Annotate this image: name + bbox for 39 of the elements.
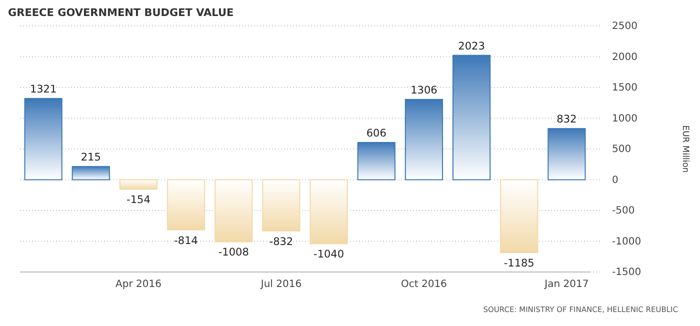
y-tick-label: 1500 (612, 82, 638, 94)
y-tick-label: -1500 (612, 267, 642, 278)
x-tick-label: Apr 2016 (116, 279, 162, 290)
y-tick-label: 0 (612, 174, 618, 186)
data-label: 1306 (410, 84, 438, 96)
data-label: -1008 (218, 246, 249, 259)
y-tick-label: -500 (612, 206, 635, 217)
data-label: 2023 (458, 40, 485, 52)
data-label: 606 (366, 127, 387, 140)
bar (166, 179, 206, 230)
data-label: -1185 (504, 258, 534, 270)
bar (357, 142, 396, 180)
bar (548, 128, 586, 180)
x-tick-label: Oct 2016 (400, 279, 447, 290)
bar (119, 179, 158, 190)
y-axis-title: EUR Million (680, 125, 690, 173)
chart-title: GREECE GOVERNMENT BUDGET VALUE (8, 7, 234, 19)
data-label: -154 (126, 194, 151, 206)
x-tick-label: Jan 2017 (544, 279, 589, 290)
bar (500, 179, 538, 254)
bar (24, 98, 62, 180)
data-label: 832 (556, 114, 577, 126)
y-tick-label: 1000 (612, 113, 638, 124)
data-label: 215 (80, 152, 101, 164)
data-label: -814 (174, 234, 198, 247)
bar (452, 54, 491, 180)
bar (72, 166, 110, 180)
y-tick-label: -1000 (612, 236, 642, 248)
data-label: 1321 (30, 84, 57, 96)
data-label: -832 (269, 236, 294, 248)
y-tick-label: 2000 (612, 52, 638, 63)
bar (310, 179, 348, 244)
y-tick-label: 500 (612, 144, 632, 156)
bar (262, 179, 300, 232)
bar (404, 98, 444, 180)
y-tick-label: 2500 (612, 21, 638, 32)
x-tick-label: Jul 2016 (260, 279, 302, 290)
data-label: -1040 (314, 248, 344, 261)
bar (214, 179, 253, 242)
